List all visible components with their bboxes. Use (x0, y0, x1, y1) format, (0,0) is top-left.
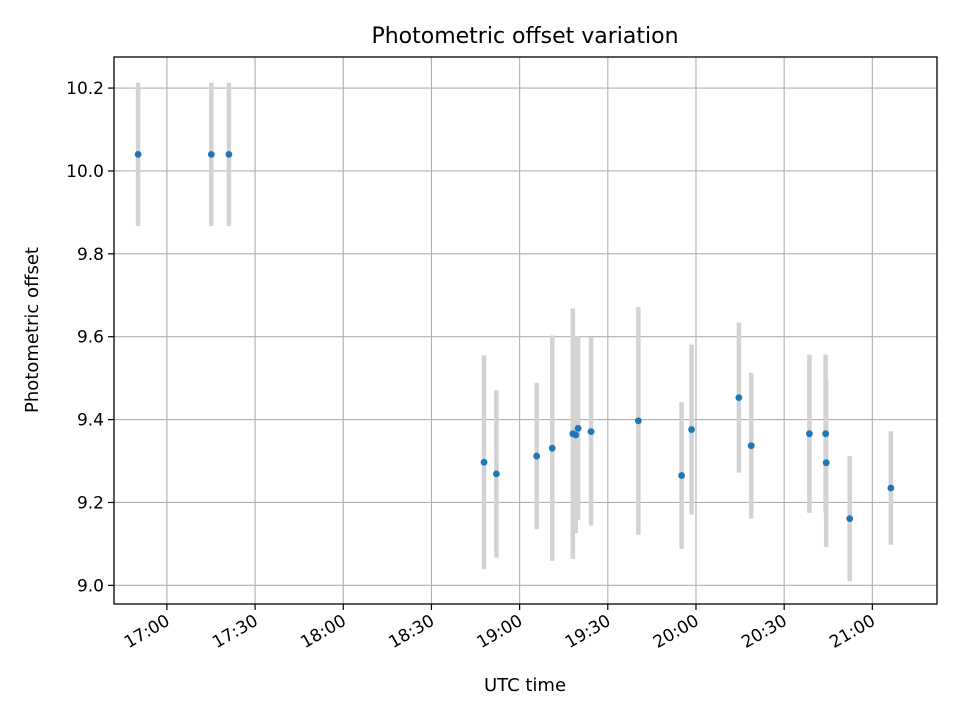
data-point (822, 430, 830, 438)
data-point (225, 150, 233, 158)
data-point (480, 458, 488, 466)
data-point (533, 452, 541, 460)
data-point (634, 417, 642, 425)
data-point (688, 426, 695, 433)
data-point (735, 394, 743, 402)
data-point (572, 431, 580, 439)
plot-frame (113, 56, 938, 605)
y-tick-label: 9.2 (77, 493, 104, 513)
data-point (493, 470, 500, 478)
data-point (548, 444, 556, 452)
y-axis-ticks: 9.0 9.2 9.4 9.6 9.8 10.0 10.2 (66, 79, 114, 596)
y-axis-label: Photometric offset (22, 247, 43, 413)
grid (114, 57, 937, 604)
x-axis-label: UTC time (484, 675, 566, 696)
data-point (678, 472, 685, 479)
y-tick-label: 9.8 (77, 245, 104, 265)
data-points (134, 150, 895, 523)
data-point (887, 484, 895, 492)
y-tick-label: 10.0 (66, 162, 104, 182)
data-point (134, 150, 142, 158)
data-point (207, 150, 215, 158)
y-tick-label: 9.4 (77, 411, 104, 431)
data-point (587, 428, 595, 436)
chart-title: Photometric offset variation (371, 24, 678, 49)
y-tick-label: 9.0 (77, 576, 104, 596)
data-point (806, 430, 813, 438)
y-tick-label: 10.2 (66, 79, 104, 99)
data-point (747, 442, 755, 450)
y-tick-label: 9.6 (77, 328, 104, 348)
data-point (822, 459, 830, 467)
data-point (846, 515, 854, 523)
data-point (574, 424, 582, 432)
